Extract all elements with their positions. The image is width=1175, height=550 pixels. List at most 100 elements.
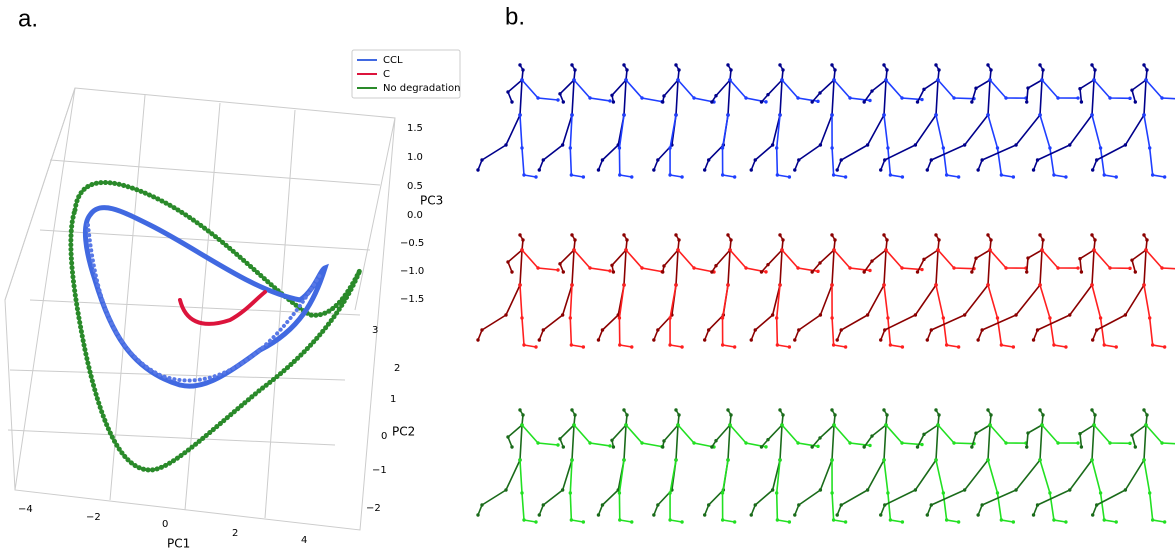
joint <box>995 491 1000 495</box>
joint <box>630 175 634 179</box>
joint <box>962 143 967 147</box>
limb <box>1039 409 1044 461</box>
joint <box>818 143 823 147</box>
joint <box>781 413 785 417</box>
joint <box>1160 266 1164 270</box>
limb <box>977 459 1041 516</box>
joint <box>1095 503 1099 507</box>
limb <box>1025 79 1043 103</box>
limb <box>1091 114 1145 171</box>
joint <box>625 68 629 72</box>
joint <box>797 328 801 332</box>
limb <box>477 459 521 516</box>
joint <box>886 146 890 150</box>
skeleton <box>476 63 560 179</box>
joint <box>652 168 656 172</box>
skeleton <box>652 233 716 349</box>
joint <box>617 146 622 150</box>
joint <box>707 503 711 507</box>
joint <box>830 146 834 150</box>
skeleton <box>925 233 1028 349</box>
joint <box>759 270 764 274</box>
joint <box>1102 343 1106 347</box>
joint <box>536 96 540 100</box>
joint <box>1064 520 1068 524</box>
joint <box>572 78 576 82</box>
limb <box>879 459 937 516</box>
limb <box>538 114 573 171</box>
joint <box>865 143 870 147</box>
joint <box>862 445 866 449</box>
joint <box>868 268 872 273</box>
skeleton <box>879 233 976 349</box>
joint <box>925 513 929 517</box>
limb <box>1145 249 1175 270</box>
limb <box>760 79 783 103</box>
tick-label: −2 <box>366 503 381 514</box>
limb <box>1039 64 1044 116</box>
limb <box>729 249 767 273</box>
joint <box>884 423 888 427</box>
joint <box>1098 491 1103 495</box>
skeleton <box>476 408 560 524</box>
joint <box>1076 441 1080 445</box>
joint <box>622 283 626 287</box>
joint <box>1056 441 1060 445</box>
limb <box>989 424 1027 444</box>
skeleton <box>703 233 768 349</box>
joint <box>832 423 836 427</box>
limb <box>987 409 992 461</box>
joint <box>956 175 961 179</box>
joint <box>662 264 666 268</box>
joint <box>934 458 938 462</box>
skeleton <box>925 408 1028 524</box>
joint <box>1108 96 1112 100</box>
limb <box>885 249 923 271</box>
limb <box>879 284 937 341</box>
limb <box>811 424 835 448</box>
joint <box>830 113 834 117</box>
joint <box>888 173 893 177</box>
axis-label: PC2 <box>392 425 415 439</box>
joint <box>833 68 837 72</box>
joint <box>882 63 886 67</box>
joint <box>521 238 525 242</box>
limb <box>675 234 680 286</box>
joint <box>710 100 714 104</box>
joint <box>1133 270 1138 274</box>
limb <box>677 249 715 273</box>
joint <box>520 78 524 82</box>
joint <box>573 413 577 417</box>
limb <box>1039 284 1067 348</box>
limb <box>703 284 729 341</box>
skeleton <box>1091 408 1175 524</box>
limb <box>1091 284 1117 348</box>
joint <box>588 441 592 445</box>
joint <box>1142 283 1146 287</box>
limb <box>794 114 833 171</box>
joint <box>774 491 779 495</box>
limb <box>1093 424 1131 445</box>
joint <box>1148 146 1152 150</box>
joint <box>796 441 800 445</box>
joint <box>986 63 990 67</box>
joint <box>674 283 678 287</box>
limb <box>521 424 559 446</box>
joint <box>885 413 889 417</box>
joint <box>937 238 941 242</box>
joint <box>1095 328 1099 332</box>
joint <box>775 173 780 177</box>
limb <box>883 234 888 286</box>
limb <box>779 234 784 286</box>
joint <box>885 68 889 72</box>
joint <box>1035 158 1040 162</box>
joint <box>833 238 837 242</box>
joint <box>862 270 866 274</box>
skeleton <box>537 408 612 524</box>
skeleton <box>793 233 872 349</box>
joint <box>976 168 980 172</box>
joint <box>600 158 605 162</box>
joint <box>568 316 572 320</box>
limb <box>559 79 575 103</box>
joint <box>980 503 984 507</box>
